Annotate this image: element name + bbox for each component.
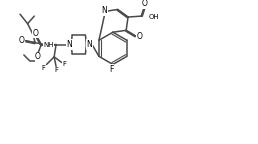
Text: F: F bbox=[54, 67, 58, 73]
Text: NH: NH bbox=[43, 41, 54, 48]
Text: O: O bbox=[141, 0, 147, 8]
Text: O: O bbox=[136, 32, 142, 40]
Text: N: N bbox=[86, 40, 92, 49]
Text: F: F bbox=[63, 61, 67, 67]
Text: O: O bbox=[19, 36, 25, 45]
Text: OH: OH bbox=[149, 14, 159, 20]
Text: O: O bbox=[35, 52, 41, 61]
Text: N: N bbox=[67, 40, 72, 49]
Text: O: O bbox=[32, 29, 38, 38]
Text: F: F bbox=[42, 65, 46, 71]
Text: N: N bbox=[101, 6, 107, 15]
Text: F: F bbox=[109, 65, 113, 74]
